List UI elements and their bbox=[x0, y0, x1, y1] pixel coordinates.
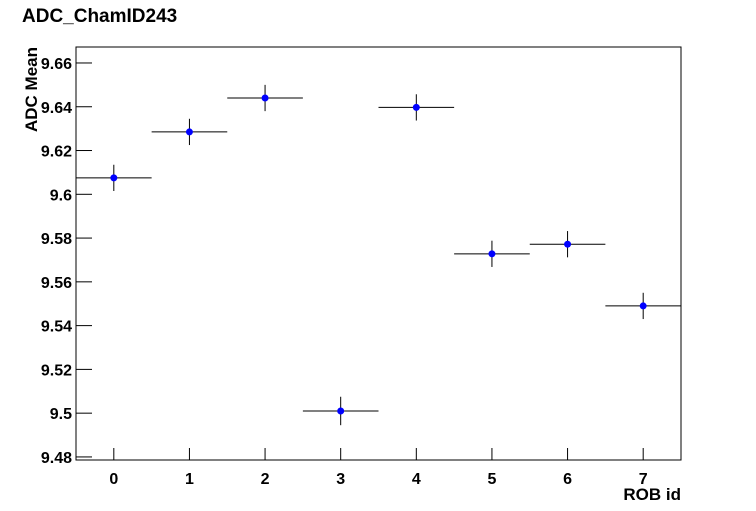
x-tick-label: 4 bbox=[412, 471, 421, 488]
x-tick-label: 6 bbox=[563, 471, 572, 488]
y-tick-label: 9.6 bbox=[50, 187, 72, 204]
data-point bbox=[564, 240, 572, 248]
x-tick-label: 0 bbox=[109, 471, 118, 488]
y-tick-label: 9.52 bbox=[41, 362, 72, 379]
data-point bbox=[337, 407, 345, 415]
x-tick-label: 7 bbox=[639, 471, 648, 488]
y-tick-label: 9.58 bbox=[41, 231, 72, 248]
y-axis-label: ADC Mean bbox=[22, 47, 41, 132]
x-tick-label: 3 bbox=[336, 471, 345, 488]
y-tick-label: 9.48 bbox=[41, 450, 72, 467]
data-point bbox=[639, 302, 647, 310]
x-axis-label: ROB id bbox=[623, 485, 681, 504]
x-tick-label: 1 bbox=[185, 471, 194, 488]
chart-title: ADC_ChamID243 bbox=[22, 6, 177, 27]
data-point bbox=[110, 174, 118, 182]
data-point bbox=[261, 94, 269, 102]
data-point bbox=[412, 103, 420, 111]
y-tick-label: 9.64 bbox=[41, 100, 72, 117]
x-tick-label: 2 bbox=[261, 471, 270, 488]
y-tick-label: 9.54 bbox=[41, 319, 72, 336]
y-tick-label: 9.56 bbox=[41, 275, 72, 292]
data-point bbox=[488, 250, 496, 258]
x-tick-label: 5 bbox=[487, 471, 496, 488]
y-tick-label: 9.5 bbox=[50, 406, 72, 423]
plot-frame bbox=[75, 46, 682, 461]
data-point bbox=[185, 128, 193, 136]
y-tick-label: 9.66 bbox=[41, 56, 72, 73]
y-tick-label: 9.62 bbox=[41, 144, 72, 161]
